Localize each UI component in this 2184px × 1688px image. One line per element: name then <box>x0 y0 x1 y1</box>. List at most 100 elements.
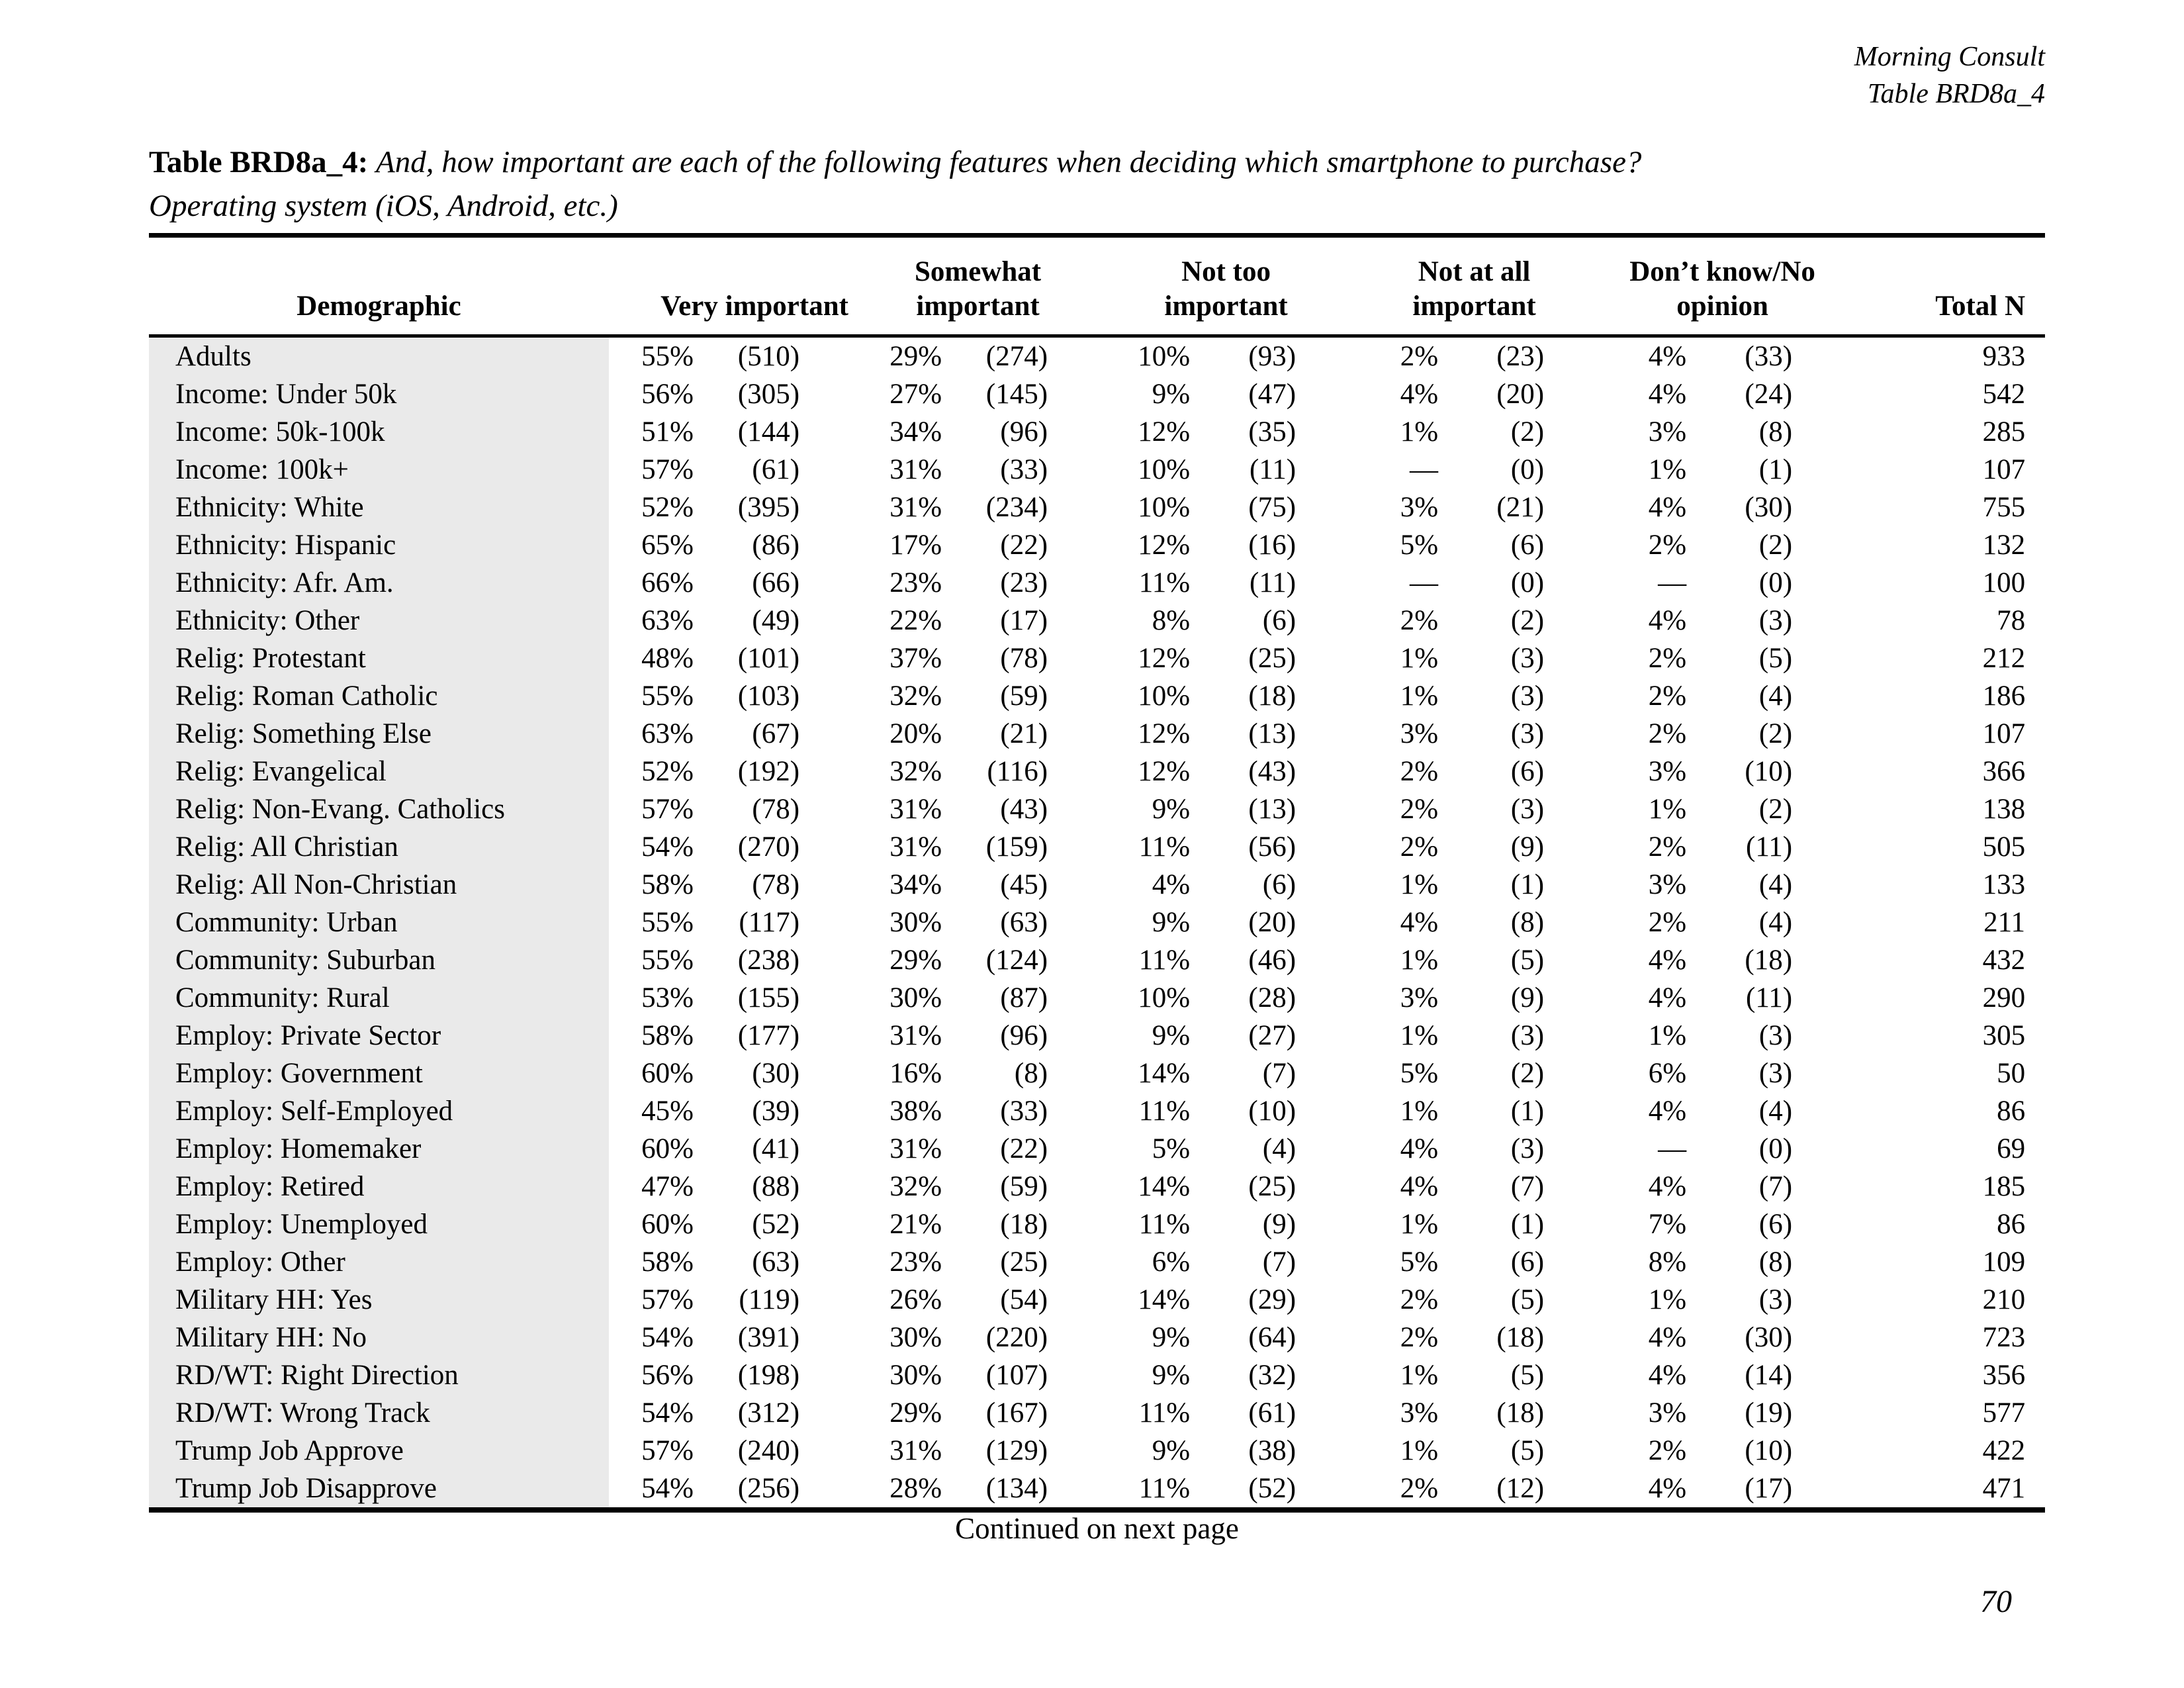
count-value: (101) <box>737 643 800 674</box>
count-value: (6) <box>1510 756 1545 787</box>
percent-value: 31% <box>889 794 942 825</box>
percent-value: 16% <box>889 1058 942 1089</box>
percent-value: 2% <box>1400 605 1439 636</box>
count-value: (30) <box>1745 1322 1793 1353</box>
count-value: (11) <box>1250 567 1297 598</box>
total-n-value: 86 <box>1997 1209 2026 1240</box>
row-label: Community: Rural <box>149 979 609 1017</box>
total-n-value: 100 <box>1982 567 2026 598</box>
percent-value: 54% <box>641 831 694 863</box>
percent-value: 1% <box>1400 869 1439 900</box>
row-label: RD/WT: Wrong Track <box>149 1394 609 1432</box>
percent-value: 2% <box>1648 718 1687 749</box>
percent-value: 53% <box>641 982 694 1013</box>
count-value: (134) <box>985 1473 1048 1504</box>
count-value: (12) <box>1496 1473 1545 1504</box>
count-value: (45) <box>1000 869 1048 900</box>
count-value: (124) <box>985 945 1048 976</box>
count-value: (3) <box>1510 794 1545 825</box>
percent-value: 27% <box>889 379 942 410</box>
table-row: Employ: Private Sector 58% (177) 31% (96) 9% (… <box>149 1017 2045 1055</box>
percent-value: 2% <box>1648 1435 1687 1466</box>
count-value: (1) <box>1510 1209 1545 1240</box>
count-value: (145) <box>985 379 1048 410</box>
total-n-value: 69 <box>1997 1133 2026 1164</box>
total-n-value: 78 <box>1997 605 2026 636</box>
count-value: (59) <box>1000 1171 1048 1202</box>
table-row: RD/WT: Wrong Track 54% (312) 29% (167) 11% (61… <box>149 1394 2045 1432</box>
total-n-value: 212 <box>1982 643 2026 674</box>
count-value: (6) <box>1510 530 1545 561</box>
percent-value: 2% <box>1400 1322 1439 1353</box>
count-value: (63) <box>752 1246 800 1278</box>
table-row: Trump Job Approve 57% (240) 31% (129) 9% (38) 1… <box>149 1432 2045 1470</box>
count-value: (4) <box>1262 1133 1297 1164</box>
count-value: (6) <box>1758 1209 1793 1240</box>
percent-value: 58% <box>641 1246 694 1278</box>
count-value: (30) <box>752 1058 800 1089</box>
count-value: (6) <box>1510 1246 1545 1278</box>
count-value: (96) <box>1000 1020 1048 1051</box>
percent-value: 34% <box>889 416 942 447</box>
count-value: (41) <box>752 1133 800 1164</box>
count-value: (13) <box>1248 794 1297 825</box>
table-row: Ethnicity: Hispanic 65% (86) 17% (22) 12% (16)… <box>149 526 2045 564</box>
count-value: (18) <box>1745 945 1793 976</box>
percent-value: 11% <box>1138 1096 1191 1127</box>
count-value: (78) <box>752 794 800 825</box>
count-value: (21) <box>1000 718 1048 749</box>
count-value: (155) <box>737 982 800 1013</box>
percent-value: 9% <box>1152 907 1191 938</box>
continued-note: Continued on next page <box>955 1512 1239 1545</box>
percent-value: 32% <box>889 1171 942 1202</box>
percent-value: 63% <box>641 605 694 636</box>
table-row: Adults 55% (510) 29% (274) 10% (93) 2% (23) 4% (33… <box>149 336 2045 375</box>
table-reference: Table BRD8a_4 <box>1868 79 2045 109</box>
total-n-value: 290 <box>1982 982 2026 1013</box>
percent-value: 32% <box>889 680 942 712</box>
percent-value: 60% <box>641 1209 694 1240</box>
count-value: (11) <box>1746 982 1793 1013</box>
count-value: (2) <box>1510 1058 1545 1089</box>
percent-value: 8% <box>1648 1246 1687 1278</box>
count-value: (0) <box>1758 567 1793 598</box>
count-value: (0) <box>1510 567 1545 598</box>
count-value: (177) <box>737 1020 800 1051</box>
crosstab-table-wrap: Demographic Very important Somewhat impo… <box>149 233 2046 1513</box>
count-value: (78) <box>1000 643 1048 674</box>
table-row: Relig: Something Else 63% (67) 20% (21) 12% (1… <box>149 715 2045 753</box>
count-value: (59) <box>1000 680 1048 712</box>
percent-value: 31% <box>889 1020 942 1051</box>
count-value: (305) <box>737 379 800 410</box>
percent-value: 1% <box>1400 1096 1439 1127</box>
percent-value: 12% <box>1138 756 1191 787</box>
count-value: (220) <box>985 1322 1048 1353</box>
percent-value: 9% <box>1152 1020 1191 1051</box>
percent-value: 4% <box>1648 605 1687 636</box>
count-value: (2) <box>1510 416 1545 447</box>
count-value: (3) <box>1510 680 1545 712</box>
percent-value: 1% <box>1648 794 1687 825</box>
row-label: Community: Urban <box>149 904 609 941</box>
count-value: (8) <box>1014 1058 1048 1089</box>
percent-value: 12% <box>1138 416 1191 447</box>
count-value: (75) <box>1248 492 1297 523</box>
count-value: (66) <box>752 567 800 598</box>
percent-value: 63% <box>641 718 694 749</box>
count-value: (238) <box>737 945 800 976</box>
percent-value: 1% <box>1648 1020 1687 1051</box>
table-row: Income: Under 50k 56% (305) 27% (145) 9% (47) 4… <box>149 375 2045 413</box>
count-value: (9) <box>1510 982 1545 1013</box>
table-row: Income: 100k+ 57% (61) 31% (33) 10% (11) — (0) 1%… <box>149 451 2045 489</box>
count-value: (47) <box>1248 379 1297 410</box>
percent-value: 2% <box>1400 341 1439 372</box>
table-row: Employ: Homemaker 60% (41) 31% (22) 5% (4) 4% (3… <box>149 1130 2045 1168</box>
table-row: Employ: Other 58% (63) 23% (25) 6% (7) 5% (6) 8% (… <box>149 1243 2045 1281</box>
percent-value: 1% <box>1648 454 1687 485</box>
count-value: (8) <box>1510 907 1545 938</box>
count-value: (10) <box>1745 756 1793 787</box>
table-row: Military HH: No 54% (391) 30% (220) 9% (64) 2% (… <box>149 1319 2045 1356</box>
count-value: (52) <box>1248 1473 1297 1504</box>
percent-value: 10% <box>1138 492 1191 523</box>
percent-value: 4% <box>1152 869 1191 900</box>
